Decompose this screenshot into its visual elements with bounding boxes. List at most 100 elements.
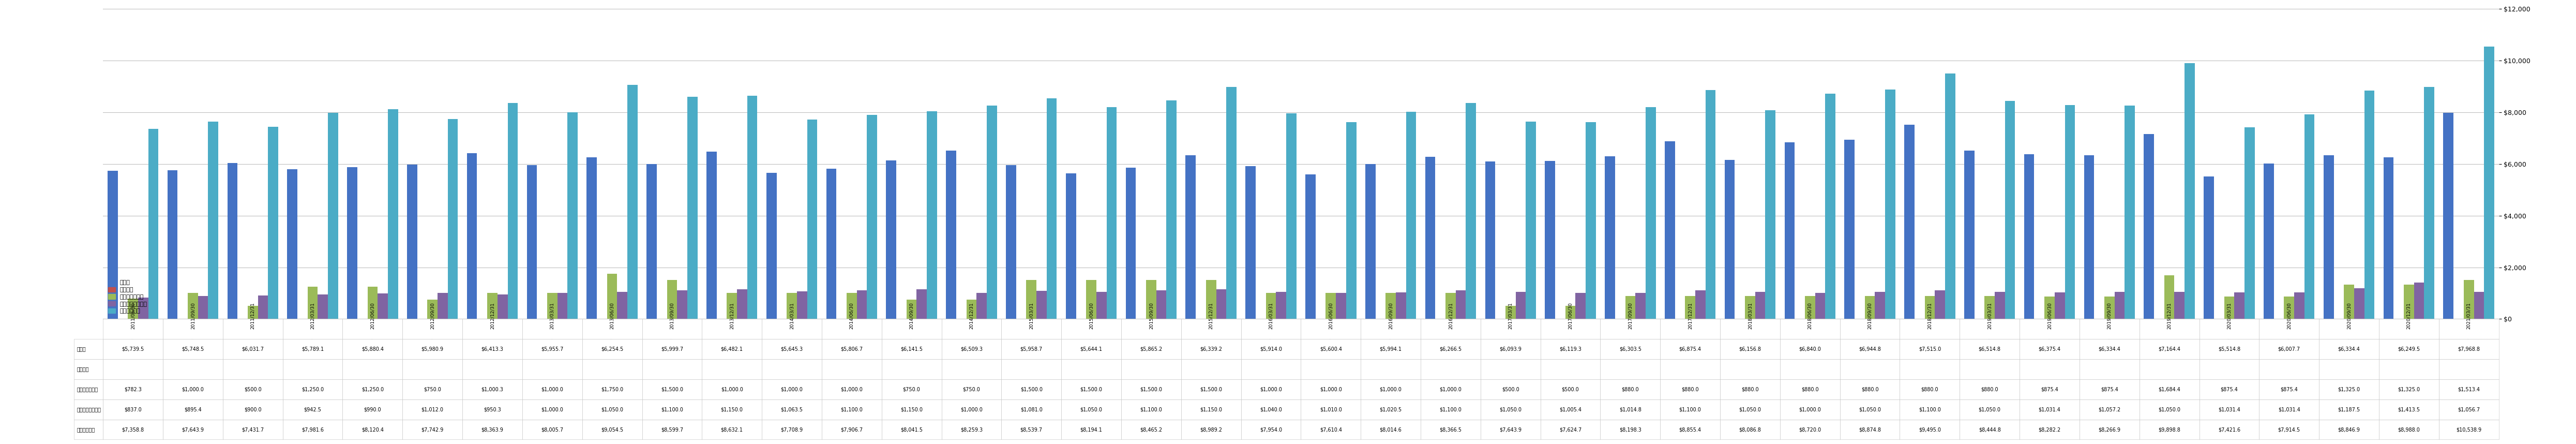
Bar [2324, 155, 2334, 319]
Legend: 買掛金, 繰延収益, 短期有利子負債, その他の流動負債, 流動負債合計: 買掛金, 繰延収益, 短期有利子負債, その他の流動負債, 流動負債合計 [106, 278, 149, 316]
Bar [1816, 293, 1826, 319]
Bar [1484, 162, 1494, 319]
Bar [1685, 296, 1695, 319]
Bar [1425, 157, 1435, 319]
Bar [1636, 293, 1646, 319]
Bar [1525, 122, 1535, 319]
Bar [307, 287, 317, 319]
Bar [1036, 291, 1046, 319]
Bar [587, 157, 598, 319]
Bar [868, 115, 878, 319]
Bar [1386, 293, 1396, 319]
Bar [258, 296, 268, 319]
Bar [1744, 296, 1754, 319]
Bar [1587, 122, 1597, 319]
Bar [129, 299, 139, 319]
Bar [688, 97, 698, 319]
Bar [647, 164, 657, 319]
Bar [466, 153, 477, 319]
Bar [1754, 292, 1765, 319]
Bar [567, 112, 577, 319]
Bar [1167, 100, 1177, 319]
Bar [487, 293, 497, 319]
Bar [1097, 292, 1108, 319]
Bar [1875, 292, 1886, 319]
Bar [139, 297, 149, 319]
Bar [546, 293, 556, 319]
Bar [2004, 101, 2014, 319]
Bar [2344, 285, 2354, 319]
Bar [1396, 293, 1406, 319]
Bar [389, 109, 399, 319]
Bar [2025, 154, 2035, 319]
Bar [2354, 288, 2365, 319]
Bar [379, 293, 389, 319]
Bar [1337, 293, 1347, 319]
Bar [2223, 296, 2233, 319]
Bar [2473, 292, 2483, 319]
Bar [2045, 296, 2056, 319]
Bar [1275, 292, 1285, 319]
Bar [209, 122, 219, 319]
Bar [2066, 105, 2076, 319]
Bar [1605, 156, 1615, 319]
Bar [1924, 296, 1935, 319]
Bar [987, 106, 997, 319]
Bar [507, 103, 518, 319]
Bar [188, 293, 198, 319]
Bar [1066, 173, 1077, 319]
Bar [747, 96, 757, 319]
Bar [1865, 296, 1875, 319]
Bar [428, 300, 438, 319]
Bar [1087, 280, 1097, 319]
Bar [348, 167, 358, 319]
Bar [448, 119, 459, 319]
Bar [1504, 306, 1515, 319]
Bar [1185, 155, 1195, 319]
Bar [1984, 296, 1994, 319]
Bar [1306, 174, 1316, 319]
Bar [2105, 296, 2115, 319]
Bar [2174, 292, 2184, 319]
Bar [608, 274, 618, 319]
Bar [1157, 290, 1167, 319]
Bar [976, 293, 987, 319]
Bar [917, 289, 927, 319]
Bar [827, 169, 837, 319]
Bar [1705, 90, 1716, 319]
Bar [2244, 127, 2254, 319]
Bar [227, 163, 237, 319]
Bar [1994, 292, 2004, 319]
Bar [1515, 292, 1525, 319]
Bar [2125, 105, 2136, 319]
Bar [407, 164, 417, 319]
Bar [1347, 122, 1358, 319]
Bar [945, 151, 956, 319]
Bar [1664, 141, 1674, 319]
Bar [438, 293, 448, 319]
Bar [2115, 292, 2125, 319]
Bar [1625, 296, 1636, 319]
Bar [907, 300, 917, 319]
Bar [2184, 63, 2195, 319]
Bar [526, 165, 536, 319]
Bar [806, 120, 817, 319]
Bar [1365, 164, 1376, 319]
Bar [1945, 74, 1955, 319]
Bar [1904, 125, 1914, 319]
Bar [1406, 112, 1417, 319]
Bar [1466, 103, 1476, 319]
Bar [1244, 166, 1255, 319]
Bar [1455, 290, 1466, 319]
Bar [1216, 289, 1226, 319]
Bar [1566, 306, 1577, 319]
Bar [108, 170, 118, 319]
Bar [327, 113, 337, 319]
Bar [247, 306, 258, 319]
Bar [149, 129, 160, 319]
Bar [1327, 293, 1337, 319]
Bar [858, 290, 868, 319]
Bar [886, 160, 896, 319]
Bar [2285, 296, 2295, 319]
Bar [1546, 161, 1556, 319]
